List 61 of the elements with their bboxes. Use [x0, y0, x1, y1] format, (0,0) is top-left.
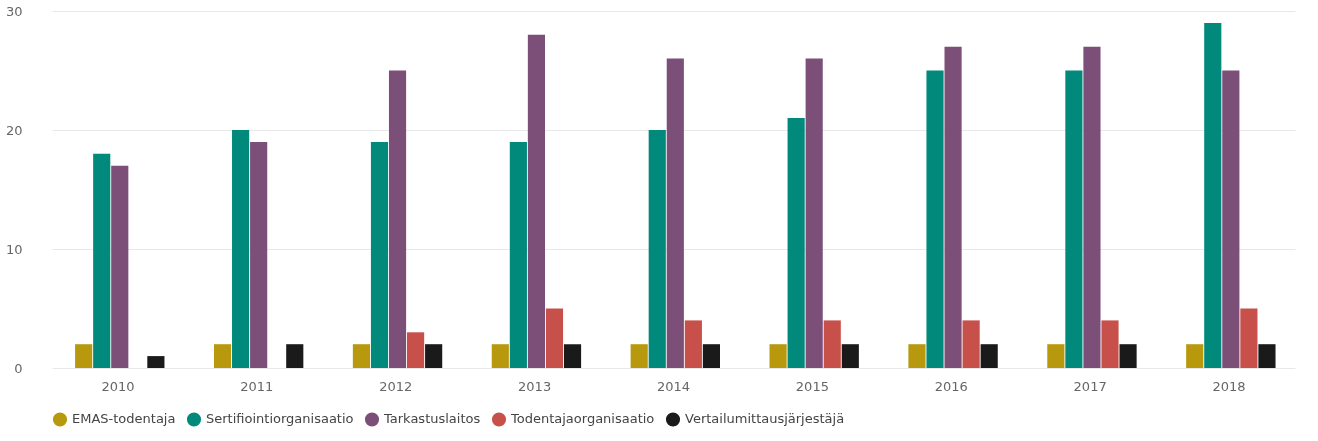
- bar: [232, 130, 250, 368]
- bar: [648, 130, 666, 368]
- bar: [1258, 344, 1276, 368]
- bar: [286, 344, 304, 368]
- legend-label: Tarkastuslaitos: [383, 411, 481, 427]
- bar: [1047, 344, 1065, 368]
- bar: [1222, 70, 1240, 368]
- bar: [823, 320, 841, 368]
- bar: [805, 58, 823, 368]
- bar: [250, 141, 268, 368]
- x-tick-label: 2011: [240, 378, 274, 394]
- bar: [491, 344, 509, 368]
- bar: [926, 70, 944, 368]
- bar: [980, 344, 998, 368]
- bar: [111, 165, 129, 368]
- bar: [769, 344, 787, 368]
- bar: [563, 344, 582, 368]
- bar: [1119, 344, 1137, 368]
- bar: [1240, 308, 1258, 368]
- bar: [1204, 22, 1222, 368]
- x-tick-label: 2013: [518, 378, 552, 394]
- bar: [370, 141, 389, 368]
- bar: [944, 46, 962, 368]
- y-tick-label: 0: [14, 360, 23, 376]
- x-tick-label: 2017: [1073, 378, 1107, 394]
- y-tick-label: 10: [5, 241, 23, 257]
- bar: [908, 344, 926, 368]
- y-tick-label: 30: [5, 3, 23, 19]
- bar: [527, 34, 545, 368]
- x-tick-label: 2012: [379, 378, 413, 394]
- x-tick-label: 2015: [795, 378, 829, 394]
- bar: [388, 70, 407, 368]
- legend-label: Vertailumittausjärjestäjä: [685, 411, 845, 427]
- bar: [509, 141, 527, 368]
- x-tick-label: 2014: [656, 378, 691, 394]
- bar: [407, 332, 425, 368]
- y-tick-label: 20: [5, 122, 23, 138]
- bar: [545, 308, 564, 368]
- bar: [787, 118, 805, 368]
- legend-label: EMAS-todentaja: [72, 411, 176, 427]
- bar: [93, 153, 111, 368]
- bar: [684, 320, 702, 368]
- bar: [1065, 70, 1083, 368]
- x-tick-label: 2016: [934, 378, 968, 394]
- bar: [75, 344, 93, 368]
- bar: [1186, 344, 1204, 368]
- bar: [1101, 320, 1119, 368]
- x-tick-label: 2010: [101, 378, 135, 394]
- x-tick-label: 2018: [1212, 378, 1246, 394]
- bar: [962, 320, 980, 368]
- bar: [425, 344, 443, 368]
- bar: [630, 344, 648, 368]
- bar: [1083, 46, 1101, 368]
- bar: [147, 356, 165, 368]
- legend-label: Sertifiointiorganisaatio: [206, 411, 354, 427]
- bar: [702, 344, 720, 368]
- legend-label: Todentajaorganisaatio: [510, 411, 655, 427]
- bar: [213, 344, 232, 368]
- bar: [352, 344, 371, 368]
- bar: [666, 58, 684, 368]
- bar: [841, 344, 859, 368]
